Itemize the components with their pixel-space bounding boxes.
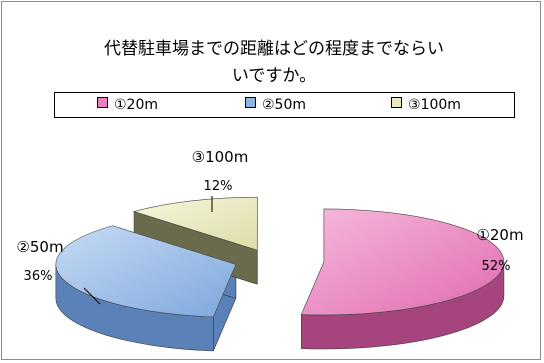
legend-label-100m: ③100m <box>408 97 461 113</box>
chart-title-line-1: 代替駐車場までの距離はどの程度までならい <box>104 39 444 59</box>
chart-title: 代替駐車場までの距離はどの程度までならい いですか。 <box>62 36 486 90</box>
pie-slice-50m <box>55 225 237 318</box>
legend-item-20m: ①20m <box>97 96 158 114</box>
slice-label-20m: ①20m <box>476 226 523 244</box>
slice-pct-20m: 52% <box>482 259 511 274</box>
legend-swatch-20m <box>97 97 108 108</box>
legend-swatch-50m <box>245 97 256 108</box>
legend-swatch-100m <box>391 97 402 108</box>
legend-item-100m: ③100m <box>391 96 461 114</box>
slice-pct-100m: 12% <box>204 179 233 194</box>
leader-line-0 <box>83 287 101 305</box>
slice-label-100m: ③100m <box>192 148 249 166</box>
chart-title-line-2: いですか。 <box>231 66 317 86</box>
legend-label-50m: ②50m <box>262 97 307 113</box>
slice-pct-50m: 36% <box>24 269 53 284</box>
legend-item-50m: ②50m <box>245 96 306 114</box>
legend: ①20m ②50m ③100m <box>54 92 515 118</box>
slice-label-50m: ②50m <box>16 238 63 256</box>
pie-slice-100m <box>132 196 258 251</box>
pie-slice-20m <box>300 208 505 316</box>
legend-label-20m: ①20m <box>114 97 159 113</box>
